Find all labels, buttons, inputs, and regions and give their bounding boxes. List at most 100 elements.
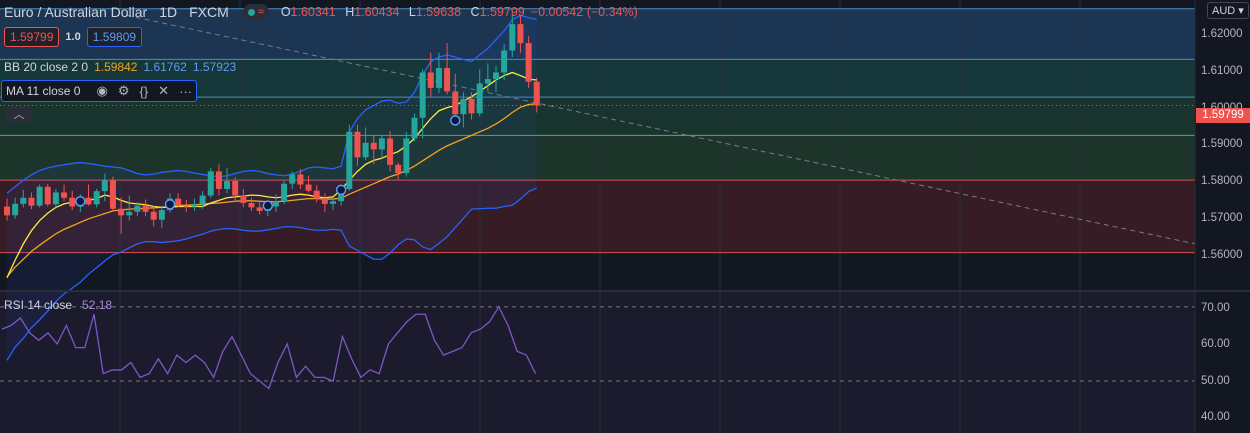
ohlc-values: O1.60341 H1.60434 L1.59638 C1.59799: [281, 5, 531, 19]
candle: [4, 206, 10, 216]
collapse-legend-button[interactable]: ︿: [6, 106, 32, 124]
bb-basis-value: 1.59842: [94, 60, 138, 74]
price-zone: [0, 135, 1195, 181]
candle: [370, 142, 377, 150]
close-icon[interactable]: ✕: [158, 83, 170, 98]
bb-fill: [7, 15, 537, 361]
candle: [419, 72, 426, 118]
candle: [525, 43, 532, 82]
currency-selector[interactable]: AUD ▾: [1207, 2, 1249, 19]
eye-icon[interactable]: ◉: [96, 83, 108, 98]
gear-icon[interactable]: ⚙: [117, 83, 130, 98]
candle: [93, 191, 100, 205]
candle: [126, 211, 133, 216]
cross-marker: [450, 115, 461, 126]
candle: [215, 171, 222, 189]
cross-marker: [262, 200, 274, 211]
cross-marker: [164, 199, 176, 210]
candle: [338, 188, 345, 202]
candle: [346, 131, 353, 189]
high-value: 1.60434: [354, 5, 400, 19]
candle: [240, 195, 247, 203]
candle: [183, 205, 190, 207]
candle: [248, 203, 255, 208]
candle: [134, 205, 141, 212]
open-value: 1.60341: [290, 5, 336, 19]
source-label: FXCM: [189, 4, 229, 20]
quantity-label[interactable]: 1.0: [65, 31, 81, 43]
bb-indicator-legend[interactable]: BB 20 close 2 0 1.59842 1.61762 1.57923: [4, 60, 236, 74]
candle: [411, 117, 418, 139]
candle: [330, 201, 336, 204]
candle: [69, 197, 76, 207]
braces-icon[interactable]: {}: [139, 83, 149, 99]
candle: [435, 68, 442, 88]
candle: [150, 211, 157, 220]
low-label: L: [408, 5, 416, 19]
candle: [501, 50, 508, 73]
candle: [281, 183, 288, 202]
candle: [378, 138, 385, 150]
candle: [142, 205, 149, 212]
cross-marker: [75, 195, 86, 207]
candle: [362, 142, 369, 158]
candle: [52, 192, 59, 205]
market-status-pill[interactable]: ≈: [242, 4, 269, 20]
candle: [61, 192, 68, 198]
candle: [20, 197, 27, 204]
candle: [199, 195, 206, 205]
ma-indicator-legend[interactable]: MA 11 close 0 ◉ ⚙ {} ✕ ···: [1, 80, 198, 102]
ma-label: MA 11 close 0: [6, 84, 81, 98]
candle: [175, 198, 182, 206]
cross-marker: [335, 184, 347, 196]
bb-lower-line: [6, 187, 538, 361]
candle: [305, 184, 312, 191]
more-icon[interactable]: ···: [179, 83, 193, 99]
candle: [44, 186, 51, 205]
candle: [36, 186, 43, 206]
trade-panel: 1.59799 1.0 1.59809: [4, 27, 143, 47]
wave-icon: ≈: [257, 5, 264, 18]
price-tick: 1.59000: [1201, 138, 1243, 150]
candle: [444, 68, 451, 92]
rsi-value: 52.18: [82, 298, 113, 312]
candle: [118, 208, 125, 216]
price-zone: [0, 59, 1195, 98]
candle: [101, 180, 108, 192]
open-label: O: [280, 5, 291, 19]
currency-label: AUD: [1212, 5, 1236, 17]
candle: [85, 197, 92, 205]
candle: [191, 204, 198, 207]
high-label: H: [345, 5, 355, 19]
rsi-tick: 60.00: [1201, 338, 1230, 350]
price-tick: 1.61000: [1201, 65, 1243, 77]
candle: [232, 181, 239, 196]
price-tick: 1.62000: [1201, 28, 1243, 40]
close-label: C: [470, 5, 480, 19]
bb-label: BB 20 close 2 0: [4, 60, 89, 74]
candle: [387, 138, 394, 165]
candle: [427, 72, 434, 88]
candle: [517, 24, 524, 44]
candle: [354, 131, 361, 158]
timeframe-label[interactable]: 1D: [159, 4, 178, 20]
candle: [297, 174, 304, 185]
candle: [484, 79, 491, 84]
candle: [272, 201, 279, 207]
rsi-indicator-legend[interactable]: RSI 14 close 52.18: [4, 298, 112, 312]
sell-button[interactable]: 1.59799: [4, 27, 60, 47]
candle: [289, 174, 296, 184]
candle: [476, 83, 483, 114]
candle: [224, 181, 231, 189]
candle: [12, 203, 19, 216]
rsi-pane-background: [0, 292, 1195, 433]
candle: [256, 207, 263, 211]
price-zone: [0, 8, 1195, 60]
bb-upper-value: 1.61762: [143, 60, 187, 74]
candle: [403, 138, 410, 174]
candle: [109, 180, 116, 209]
bb-basis-line: [6, 103, 537, 278]
buy-button[interactable]: 1.59809: [86, 27, 143, 47]
symbol-title[interactable]: Euro / Australian Dollar: [4, 4, 148, 20]
